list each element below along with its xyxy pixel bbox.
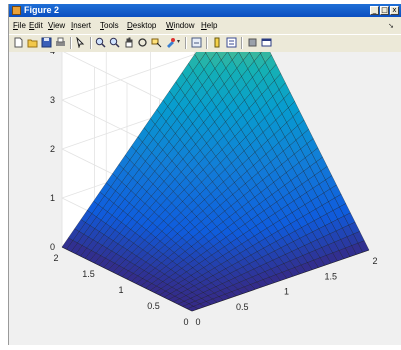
figure-window: Figure 2 _ □ x File Edit View Insert Too…: [8, 4, 401, 345]
menu-file[interactable]: File: [13, 18, 26, 34]
x-tick-label: 0.5: [236, 302, 249, 312]
toolbar-separator: [70, 37, 72, 49]
menu-view[interactable]: View: [48, 18, 65, 34]
close-button[interactable]: x: [390, 6, 399, 15]
toolbar-separator: [185, 37, 187, 49]
toolbar-separator: [206, 37, 208, 49]
y-tick-label: 0: [183, 317, 188, 327]
y-tick-label: 0.5: [147, 301, 160, 311]
z-tick-label: 4: [50, 52, 55, 56]
colorbar-icon[interactable]: [212, 37, 223, 48]
menu-dock-arrow-icon[interactable]: ➘: [388, 22, 394, 30]
edit-plot-icon[interactable]: [75, 37, 86, 48]
brush-dropdown-icon[interactable]: ▾: [177, 38, 180, 45]
x-tick-label: 0: [195, 317, 200, 327]
brush-icon[interactable]: [165, 37, 176, 48]
window-title: Figure 2: [24, 4, 59, 17]
x-tick-label: 2: [372, 256, 377, 266]
z-tick-label: 1: [50, 193, 55, 203]
menu-edit[interactable]: Edit: [29, 18, 43, 34]
y-tick-label: 1.5: [82, 269, 95, 279]
matlab-icon: [12, 6, 21, 15]
zoom-in-icon[interactable]: [95, 37, 106, 48]
maximize-button[interactable]: □: [380, 6, 389, 15]
toolbar-separator: [90, 37, 92, 49]
menu-insert[interactable]: Insert: [71, 18, 91, 34]
z-tick-label: 0: [50, 242, 55, 252]
x-tick-label: 1.5: [324, 271, 337, 281]
hide-plot-tools-icon[interactable]: [247, 37, 258, 48]
show-plot-tools-icon[interactable]: [261, 37, 272, 48]
minimize-button[interactable]: _: [370, 6, 379, 15]
menu-help[interactable]: Help: [201, 18, 217, 34]
figure-toolbar: ▾: [9, 34, 401, 53]
pan-icon[interactable]: [123, 37, 134, 48]
save-icon[interactable]: [41, 37, 52, 48]
toolbar-separator: [241, 37, 243, 49]
z-tick-label: 3: [50, 95, 55, 105]
new-figure-icon[interactable]: [13, 37, 24, 48]
menu-tools[interactable]: Tools: [100, 18, 119, 34]
zoom-out-icon[interactable]: [109, 37, 120, 48]
rotate-3d-icon[interactable]: [137, 37, 148, 48]
x-tick-label: 1: [284, 287, 289, 297]
print-icon[interactable]: [55, 37, 66, 48]
y-tick-label: 2: [53, 253, 58, 263]
menu-window[interactable]: Window: [166, 18, 194, 34]
data-cursor-icon[interactable]: [151, 37, 162, 48]
z-tick-label: 2: [50, 144, 55, 154]
menu-bar: File Edit View Insert Tools Desktop Wind…: [9, 18, 401, 34]
legend-icon[interactable]: [226, 37, 237, 48]
open-file-icon[interactable]: [27, 37, 38, 48]
title-bar[interactable]: Figure 2 _ □ x: [9, 4, 401, 17]
y-tick-label: 1: [118, 285, 123, 295]
link-plot-icon[interactable]: [191, 37, 202, 48]
menu-desktop[interactable]: Desktop: [127, 18, 156, 34]
